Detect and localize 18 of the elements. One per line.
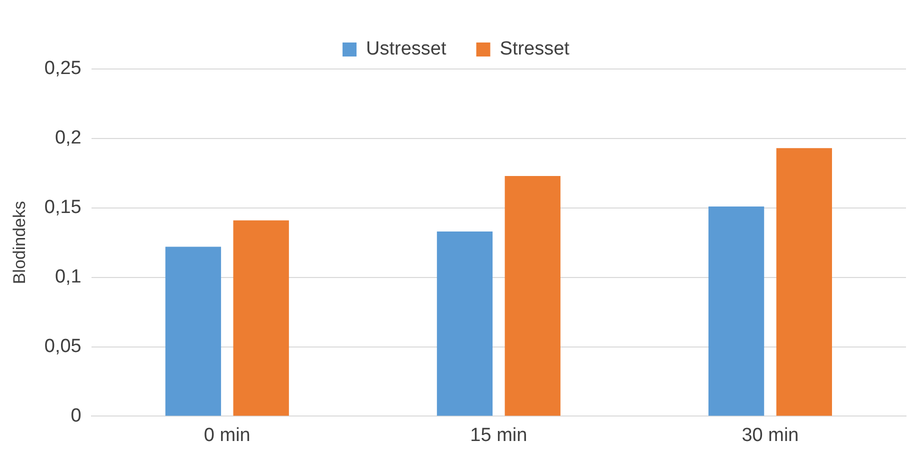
y-tick-label: 0,2	[54, 128, 82, 149]
bar	[708, 206, 764, 416]
x-tick-label: 15 min	[470, 424, 528, 446]
x-tick-label: 30 min	[742, 424, 799, 446]
bar	[436, 231, 493, 416]
legend-label: Stresset	[500, 38, 570, 60]
bar	[776, 148, 832, 416]
y-axis-title: Blodindeks	[10, 201, 29, 284]
y-tick-label: 0,1	[54, 266, 82, 288]
y-tick-label: 0,05	[44, 336, 82, 357]
bar	[165, 246, 222, 416]
y-tick-label: 0,25	[44, 58, 82, 80]
legend-label: Ustresset	[366, 38, 447, 60]
x-tick-label: 0 min	[204, 424, 250, 446]
y-tick-label: 0,15	[44, 197, 82, 218]
bar	[504, 176, 560, 416]
y-tick-label: 0	[70, 405, 82, 426]
bar	[233, 220, 289, 416]
